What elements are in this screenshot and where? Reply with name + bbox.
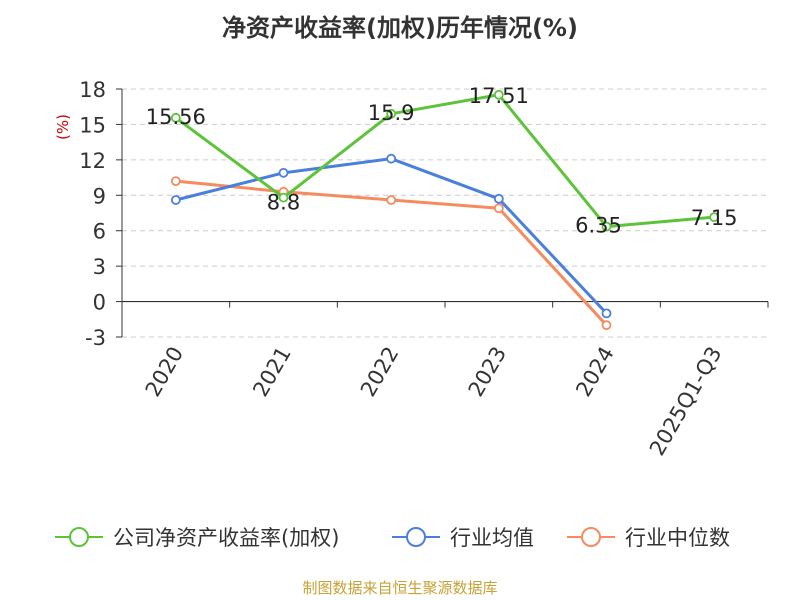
data-point (493, 193, 504, 204)
series-line-0 (174, 93, 716, 229)
x-tick-label: 2025Q1-Q3 (645, 343, 727, 460)
data-point (386, 195, 397, 205)
data-point (278, 192, 289, 203)
data-point (170, 176, 181, 187)
data-point (278, 167, 289, 178)
data-point (493, 89, 504, 100)
data-labels: 15.56 8.8 15.9 17.51 6.35 7.15 (146, 84, 738, 238)
data-label: 17.51 (469, 84, 529, 108)
data-point (386, 153, 397, 164)
series-lines (170, 89, 720, 331)
x-tick-label: 2024 (571, 343, 619, 401)
y-tick-label: 15 (79, 113, 106, 137)
data-label: 15.9 (368, 101, 415, 125)
legend-label-0: 公司净资产收益率(加权) (113, 526, 339, 550)
legend: 公司净资产收益率(加权) 行业均值 行业中位数 (55, 526, 730, 550)
data-point (170, 112, 181, 123)
x-tick-label: 2023 (464, 343, 512, 401)
data-point (386, 108, 397, 119)
y-tick-label: 18 (79, 78, 106, 102)
legend-label-1: 行业均值 (450, 526, 534, 550)
x-tick-label: 2020 (141, 343, 189, 401)
data-label: 7.15 (691, 206, 738, 230)
legend-marker-0 (69, 527, 89, 547)
y-tick-label: -3 (85, 326, 106, 350)
y-tick-label: 3 (93, 255, 106, 279)
grid-lines (122, 88, 768, 338)
data-label: 8.8 (267, 191, 300, 215)
data-point (601, 308, 612, 319)
data-point (493, 203, 504, 214)
data-point (601, 221, 612, 232)
legend-label-2: 行业中位数 (625, 526, 730, 550)
x-tick-label: 2021 (248, 343, 296, 401)
series-line-1 (174, 157, 608, 315)
chart-title: 净资产收益率(加权)历年情况(%) (222, 14, 578, 42)
legend-marker-2 (581, 527, 601, 547)
y-tick-label: 9 (93, 184, 106, 208)
y-tick-label: 0 (93, 291, 106, 315)
data-point (170, 195, 181, 205)
data-label: 15.56 (146, 105, 206, 129)
x-tick-label: 2022 (356, 343, 404, 401)
y-axis-unit-label: (%) (54, 114, 72, 140)
data-point (709, 212, 720, 223)
y-tick-label: 12 (79, 149, 106, 173)
data-point (601, 320, 612, 331)
legend-marker-1 (406, 527, 426, 547)
data-label: 6.35 (575, 214, 622, 238)
axes: 18 15 12 9 6 3 0 -3 (%) 2020 2021 2022 2023 2024 2025Q… (54, 78, 769, 460)
source-footer: 制图数据来自恒生聚源数据库 (302, 579, 498, 597)
y-tick-label: 6 (93, 220, 106, 244)
